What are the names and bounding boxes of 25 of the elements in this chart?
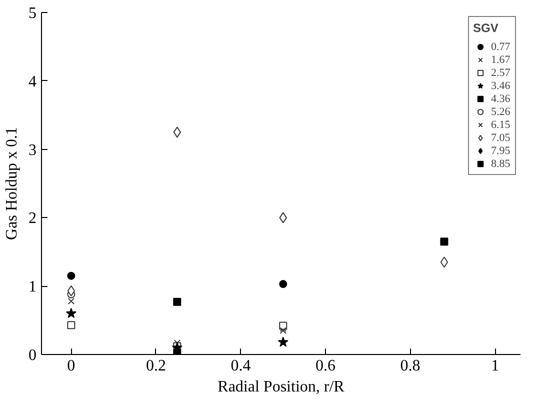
x-tick-label: 0.8 (400, 358, 420, 374)
legend-title: SGV (473, 21, 500, 35)
y-tick-label: 0 (28, 347, 36, 364)
x-tick-label: 0.6 (316, 358, 336, 374)
x-axis-title: Radial Position, r/R (218, 378, 345, 396)
legend-label: 6.15 (491, 118, 511, 131)
legend-label: 5.26 (491, 105, 511, 118)
legend-label: 3.46 (491, 79, 511, 92)
x-tick-label: 1 (491, 358, 500, 374)
legend-label: 7.95 (491, 144, 511, 157)
legend-label: 8.85 (491, 157, 511, 170)
legend-label: 2.57 (491, 66, 511, 79)
x-tick-label: 0.4 (230, 358, 251, 374)
y-tick-label: 1 (28, 278, 36, 296)
legend-label: 7.05 (491, 131, 511, 144)
legend-label: 0.77 (491, 40, 511, 53)
y-tick-label: 4 (28, 73, 36, 90)
y-tick-label: 3 (28, 142, 36, 159)
legend-label: 1.67 (491, 53, 511, 66)
y-tick-label: 5 (28, 5, 36, 22)
x-tick-label: 0.2 (146, 358, 166, 374)
y-tick-label: 2 (28, 210, 36, 228)
y-axis-title: Gas Holdup x 0.1 (4, 127, 20, 240)
x-tick-label: 0 (67, 358, 76, 374)
legend-label: 4.36 (491, 92, 511, 105)
